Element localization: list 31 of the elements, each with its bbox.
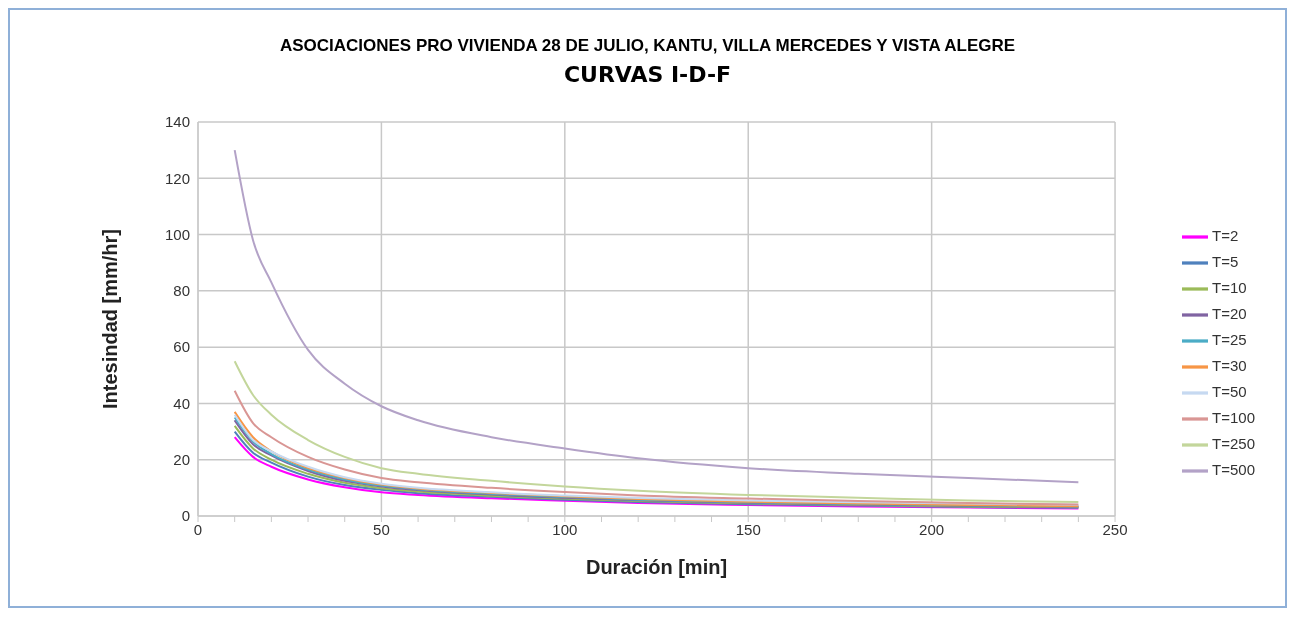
legend-label: T=500 [1212, 461, 1255, 479]
chart-title: ASOCIACIONES PRO VIVIENDA 28 DE JULIO, KANTU, VILLA MERCEDES Y VISTA ALEGRE [278, 35, 1017, 57]
x-tick-label: 250 [1102, 520, 1128, 538]
x-tick-label: 50 [373, 520, 390, 538]
y-axis-title: Intesindad [mm/hr] [99, 228, 122, 410]
legend-label: T=2 [1212, 226, 1239, 244]
y-tick-label: 140 [164, 113, 190, 131]
line-series [233, 389, 1080, 506]
chart-subtitle: CURVAS I-D-F [562, 61, 733, 89]
x-tick-label: 100 [552, 520, 578, 538]
legend-label: T=100 [1212, 409, 1255, 427]
legend-label: T=25 [1212, 330, 1247, 348]
legend-label: T=5 [1212, 252, 1239, 270]
x-tick-label: 0 [193, 520, 203, 538]
y-tick-label: 0 [181, 507, 190, 525]
legend-label: T=10 [1212, 278, 1247, 296]
y-tick-label: 120 [164, 169, 190, 187]
y-tick-label: 80 [173, 282, 190, 300]
legend-label: T=250 [1212, 435, 1255, 453]
legend-label: T=20 [1212, 304, 1247, 322]
legend-label: T=30 [1212, 357, 1247, 374]
line-series [233, 149, 1080, 484]
x-tick-label: 200 [919, 520, 945, 538]
x-tick-label: 150 [735, 520, 761, 538]
line-series [233, 360, 1080, 503]
x-axis-title: Duración [min] [585, 556, 728, 578]
legend-label: T=50 [1212, 383, 1247, 401]
y-tick-label: 60 [173, 338, 190, 356]
y-tick-label: 40 [173, 394, 190, 412]
y-tick-label: 20 [173, 451, 190, 469]
y-tick-label: 100 [164, 225, 190, 243]
